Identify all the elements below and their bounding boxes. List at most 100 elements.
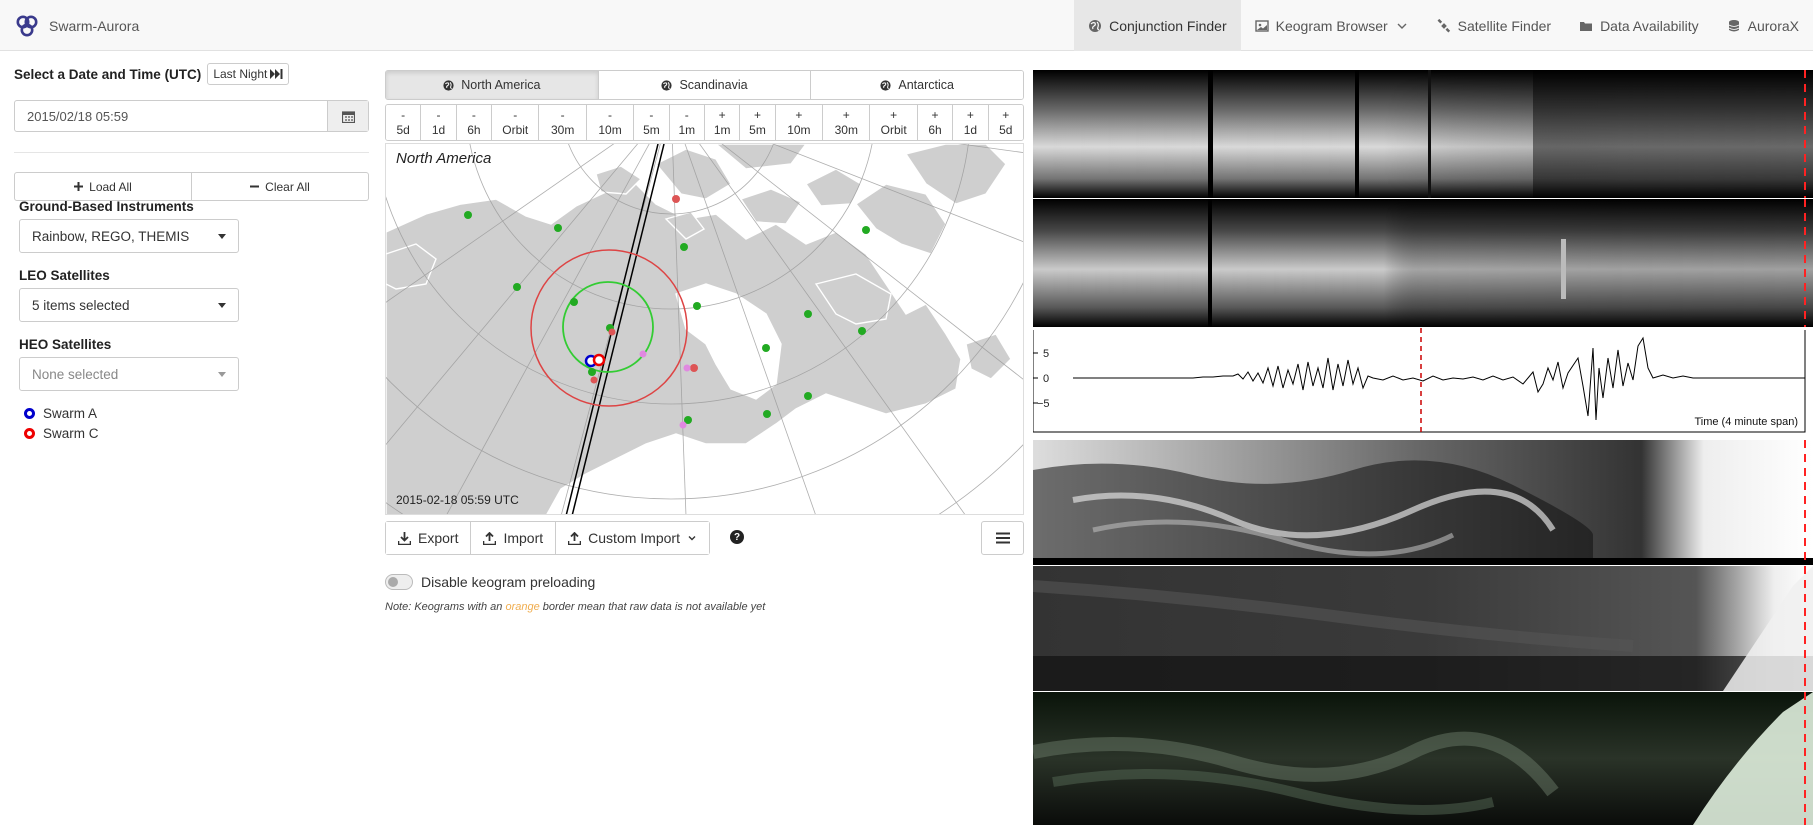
export-button[interactable]: Export	[386, 522, 471, 554]
ground-instruments-value: Rainbow, REGO, THEMIS	[32, 228, 190, 244]
leo-satellites-select[interactable]: 5 items selected	[19, 288, 239, 322]
step-sign: +	[931, 107, 939, 122]
step-sign: +	[842, 107, 850, 122]
last-night-button[interactable]: Last Night	[207, 63, 290, 85]
preload-label: Disable keogram preloading	[421, 574, 596, 590]
step-label: 30m	[834, 122, 858, 137]
datetime-input[interactable]	[15, 101, 327, 131]
step-button[interactable]: +30m	[822, 105, 870, 140]
step-button[interactable]: +1m	[703, 105, 740, 140]
step-button[interactable]: -1d	[420, 105, 456, 140]
heo-satellites-label: HEO Satellites	[19, 337, 112, 352]
nav-conjunction-finder[interactable]: Conjunction Finder	[1074, 0, 1241, 51]
caret-down-icon	[218, 372, 226, 377]
load-all-label: Load All	[89, 179, 132, 194]
keogram-5[interactable]	[1033, 692, 1813, 825]
step-sign: -	[513, 107, 518, 122]
custom-import-button[interactable]: Custom Import	[555, 522, 709, 554]
load-all-button[interactable]: Load All	[14, 172, 192, 201]
time-axis-label: Time (4 minute span)	[1694, 416, 1798, 428]
import-button[interactable]: Import	[470, 522, 556, 554]
step-sign: +	[1002, 107, 1010, 122]
globe-icon	[1088, 19, 1102, 33]
region-tabs: North America Scandinavia Antarctica	[385, 70, 1024, 100]
nav-label: AuroraX	[1747, 17, 1799, 34]
step-label: 10m	[598, 122, 622, 137]
keogram-5-image	[1033, 692, 1813, 825]
heo-satellites-select[interactable]: None selected	[19, 357, 239, 391]
caret-down-icon	[218, 303, 226, 308]
step-sign: -	[684, 107, 689, 122]
caret-down-icon	[218, 234, 226, 239]
plus-icon	[74, 182, 84, 191]
brand[interactable]: Swarm-Aurora	[14, 14, 139, 38]
keogram-2[interactable]	[1033, 199, 1813, 327]
nav-data-availability[interactable]: Data Availability	[1565, 0, 1713, 51]
step-button[interactable]: +5d	[987, 105, 1023, 140]
tab-antarctica[interactable]: Antarctica	[810, 71, 1023, 99]
step-label: 10m	[787, 122, 811, 137]
step-sign: -	[608, 107, 613, 122]
step-button[interactable]: -10m	[585, 105, 634, 140]
help-icon[interactable]: ?	[730, 530, 744, 544]
folder-icon	[1579, 19, 1593, 33]
step-button[interactable]: -30m	[538, 105, 586, 140]
nav-label: Conjunction Finder	[1109, 17, 1227, 34]
tab-label: North America	[461, 78, 541, 92]
keogram-4[interactable]	[1033, 566, 1813, 691]
magnetometer-plot[interactable]: 5 0 −5 Time (4 minute span)	[1032, 328, 1806, 434]
step-button[interactable]: +6h	[916, 105, 953, 140]
preload-toggle-row: Disable keogram preloading	[385, 574, 595, 590]
step-button[interactable]: +5m	[739, 105, 775, 140]
nav-keogram-browser[interactable]: Keogram Browser	[1241, 0, 1423, 51]
step-label: Orbit	[502, 122, 529, 137]
keogram-4-image	[1033, 566, 1813, 691]
tab-scandinavia[interactable]: Scandinavia	[597, 71, 811, 99]
step-button[interactable]: + Orbit	[869, 105, 917, 140]
clear-all-button[interactable]: Clear All	[192, 172, 369, 201]
step-label: 5m	[749, 122, 766, 137]
step-sign: -	[649, 107, 654, 122]
clear-all-label: Clear All	[265, 179, 310, 194]
leo-satellites-value: 5 items selected	[32, 297, 130, 313]
nav-aurorax[interactable]: AuroraX	[1713, 0, 1813, 51]
tab-north-america[interactable]: North America	[386, 71, 598, 99]
keogram-note: Note: Keograms with an orange border mea…	[385, 601, 765, 613]
legend-label: Swarm A	[43, 406, 98, 421]
calendar-icon	[341, 110, 355, 123]
globe-icon	[443, 79, 454, 91]
ytick-0: 0	[1043, 373, 1049, 385]
step-button[interactable]: -6h	[455, 105, 492, 140]
step-sign: -	[436, 107, 441, 122]
step-sign: -	[471, 107, 476, 122]
step-label: 1m	[713, 122, 731, 137]
preload-toggle[interactable]	[385, 574, 413, 590]
nav-label: Data Availability	[1600, 17, 1699, 34]
control-panel: Select a Date and Time (UTC) Last Night …	[14, 62, 369, 441]
step-button[interactable]: -5m	[633, 105, 669, 140]
step-button[interactable]: - Orbit	[491, 105, 539, 140]
map-view[interactable]: North America 2015-02-18 05:59 UTC	[385, 143, 1024, 515]
nav-satellite-finder[interactable]: Satellite Finder	[1423, 0, 1565, 51]
menu-button[interactable]	[981, 521, 1024, 555]
step-button[interactable]: -5d	[386, 105, 421, 140]
datetime-title: Select a Date and Time (UTC)	[14, 66, 202, 82]
step-button[interactable]: +1d	[952, 105, 988, 140]
keogram-1[interactable]	[1033, 70, 1813, 198]
step-button[interactable]: +10m	[774, 105, 823, 140]
image-icon	[1254, 19, 1269, 33]
keogram-3[interactable]	[1033, 440, 1813, 565]
step-label: 6h	[467, 122, 481, 137]
ground-instruments-label: Ground-Based Instruments	[19, 199, 194, 214]
custom-import-label: Custom Import	[588, 530, 680, 546]
fast-forward-icon	[270, 69, 283, 79]
legend-label: Swarm C	[43, 426, 99, 441]
step-button[interactable]: -1m	[668, 105, 704, 140]
note-prefix: Note: Keograms with an	[385, 601, 506, 613]
ground-instruments-select[interactable]: Rainbow, REGO, THEMIS	[19, 219, 239, 253]
hamburger-icon	[995, 532, 1010, 544]
calendar-button[interactable]	[327, 101, 368, 131]
download-icon	[398, 531, 411, 545]
globe-icon	[880, 79, 891, 91]
database-icon	[1727, 19, 1741, 33]
